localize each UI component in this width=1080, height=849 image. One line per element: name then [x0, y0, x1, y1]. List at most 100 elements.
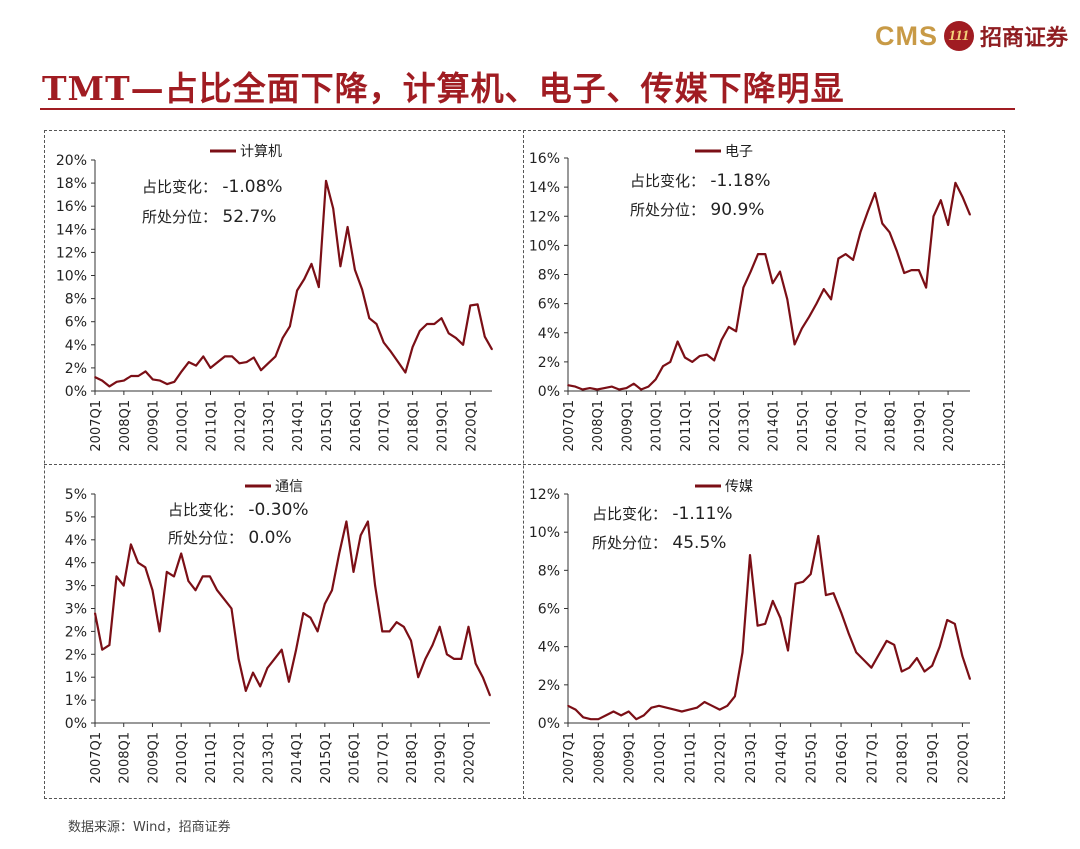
- data-point: [180, 370, 183, 373]
- data-point: [440, 317, 443, 320]
- y-tick-label: 10%: [529, 238, 560, 254]
- data-point: [260, 369, 262, 372]
- data-point: [749, 554, 751, 556]
- x-tick-label: 2019Q1: [926, 732, 941, 784]
- data-point: [180, 552, 182, 555]
- y-tick-label: 12%: [529, 487, 560, 503]
- y-tick-label: 2%: [65, 624, 87, 640]
- data-point: [397, 361, 400, 363]
- logo-mark-icon: 111: [943, 21, 974, 51]
- chart-3: 0% 1% 1% 2% 2% 3% 3% 4% 4% 5% 5% 2007Q1 2008Q1 2009Q1…: [65, 479, 492, 784]
- annotation-change-value: -1.11%: [667, 504, 733, 524]
- x-tick-label: 2014Q1: [774, 732, 789, 784]
- chart-4: 0% 2% 4% 6% 8% 10% 12% 2007Q1 2008Q1 2009Q1 2010Q1…: [529, 479, 972, 784]
- data-point: [94, 376, 96, 378]
- annotation-change: 占比变化： -1.08%: [142, 177, 283, 197]
- charts-horizontal-divider: [44, 464, 1005, 465]
- x-tick-label: 2007Q1: [89, 732, 104, 784]
- annotation-percentile-label: 所处分位：: [168, 529, 243, 547]
- y-tick-label: 0%: [65, 384, 87, 400]
- data-point: [658, 705, 660, 707]
- data-point: [289, 325, 291, 328]
- data-point: [101, 379, 103, 382]
- y-tick-label: 0%: [538, 384, 560, 400]
- data-point: [253, 356, 255, 359]
- y-tick-label: 0%: [538, 716, 560, 732]
- data-point: [273, 658, 276, 660]
- data-point: [281, 337, 284, 339]
- annotation-change-value: -0.30%: [243, 500, 309, 520]
- x-tick-label: 2009Q1: [146, 732, 161, 784]
- x-tick-label: 2015Q1: [805, 732, 820, 784]
- y-tick-label: 0%: [65, 716, 87, 732]
- data-point: [713, 359, 715, 362]
- annotation-change: 占比变化： -1.11%: [592, 504, 733, 524]
- x-tick-label: 2010Q1: [653, 732, 668, 784]
- annotation-change-label: 占比变化：: [168, 501, 243, 519]
- data-point: [388, 630, 391, 633]
- data-point: [749, 270, 752, 273]
- data-point: [900, 670, 903, 673]
- data-point: [946, 619, 948, 621]
- data-point: [633, 382, 635, 385]
- data-point: [122, 584, 125, 587]
- data-point: [419, 330, 421, 332]
- data-point: [681, 710, 683, 713]
- y-tick-label: 8%: [65, 292, 87, 308]
- data-point: [188, 361, 190, 363]
- data-point: [840, 611, 842, 614]
- data-point: [908, 666, 911, 669]
- data-point: [159, 379, 161, 382]
- data-point: [627, 710, 630, 713]
- data-point: [735, 330, 737, 333]
- data-point: [647, 385, 650, 388]
- y-tick-label: 6%: [538, 602, 560, 618]
- data-point: [259, 685, 262, 688]
- data-point: [361, 288, 363, 291]
- y-tick-label: 2%: [538, 355, 560, 371]
- data-point: [696, 706, 698, 709]
- data-point: [374, 584, 376, 587]
- x-tick-label: 2012Q1: [233, 732, 248, 784]
- data-point: [274, 355, 277, 358]
- x-tick-label: 2008Q1: [118, 732, 133, 784]
- data-point: [852, 259, 854, 261]
- data-point: [855, 651, 857, 654]
- data-point: [438, 626, 441, 628]
- data-point: [310, 263, 313, 265]
- y-tick-label: 5%: [65, 510, 87, 526]
- series-line: [567, 181, 972, 391]
- data-point: [108, 644, 111, 646]
- data-point: [144, 370, 147, 373]
- x-tick-label: 2017Q1: [376, 732, 391, 784]
- data-point: [115, 381, 118, 383]
- x-tick-label: 2013Q1: [744, 732, 759, 784]
- data-point: [368, 317, 371, 320]
- data-point: [947, 224, 949, 226]
- data-point: [961, 655, 964, 657]
- y-tick-label: 2%: [65, 647, 87, 663]
- source-note: 数据来源：Wind，招商证券: [68, 820, 231, 835]
- x-tick-label: 2017Q1: [378, 400, 393, 452]
- series-line: [94, 179, 493, 388]
- data-point: [961, 196, 964, 199]
- brand-logo: CMS 111 招商证券: [875, 20, 1068, 52]
- data-point: [354, 268, 356, 271]
- data-point: [726, 705, 729, 707]
- data-point: [245, 690, 247, 692]
- data-point: [352, 571, 355, 573]
- x-tick-label: 2017Q1: [865, 732, 880, 784]
- data-point: [130, 543, 132, 546]
- data-point: [216, 361, 219, 363]
- annotation-change: 占比变化： -0.30%: [168, 500, 309, 520]
- x-tick-label: 2013Q1: [261, 732, 276, 784]
- y-tick-label: 5%: [65, 487, 87, 503]
- data-point: [433, 323, 436, 325]
- x-tick-label: 2009Q1: [623, 732, 638, 784]
- data-point: [954, 182, 957, 184]
- data-point: [173, 381, 176, 383]
- data-point: [462, 344, 464, 346]
- data-point: [688, 708, 691, 711]
- x-tick-label: 2008Q1: [592, 732, 607, 784]
